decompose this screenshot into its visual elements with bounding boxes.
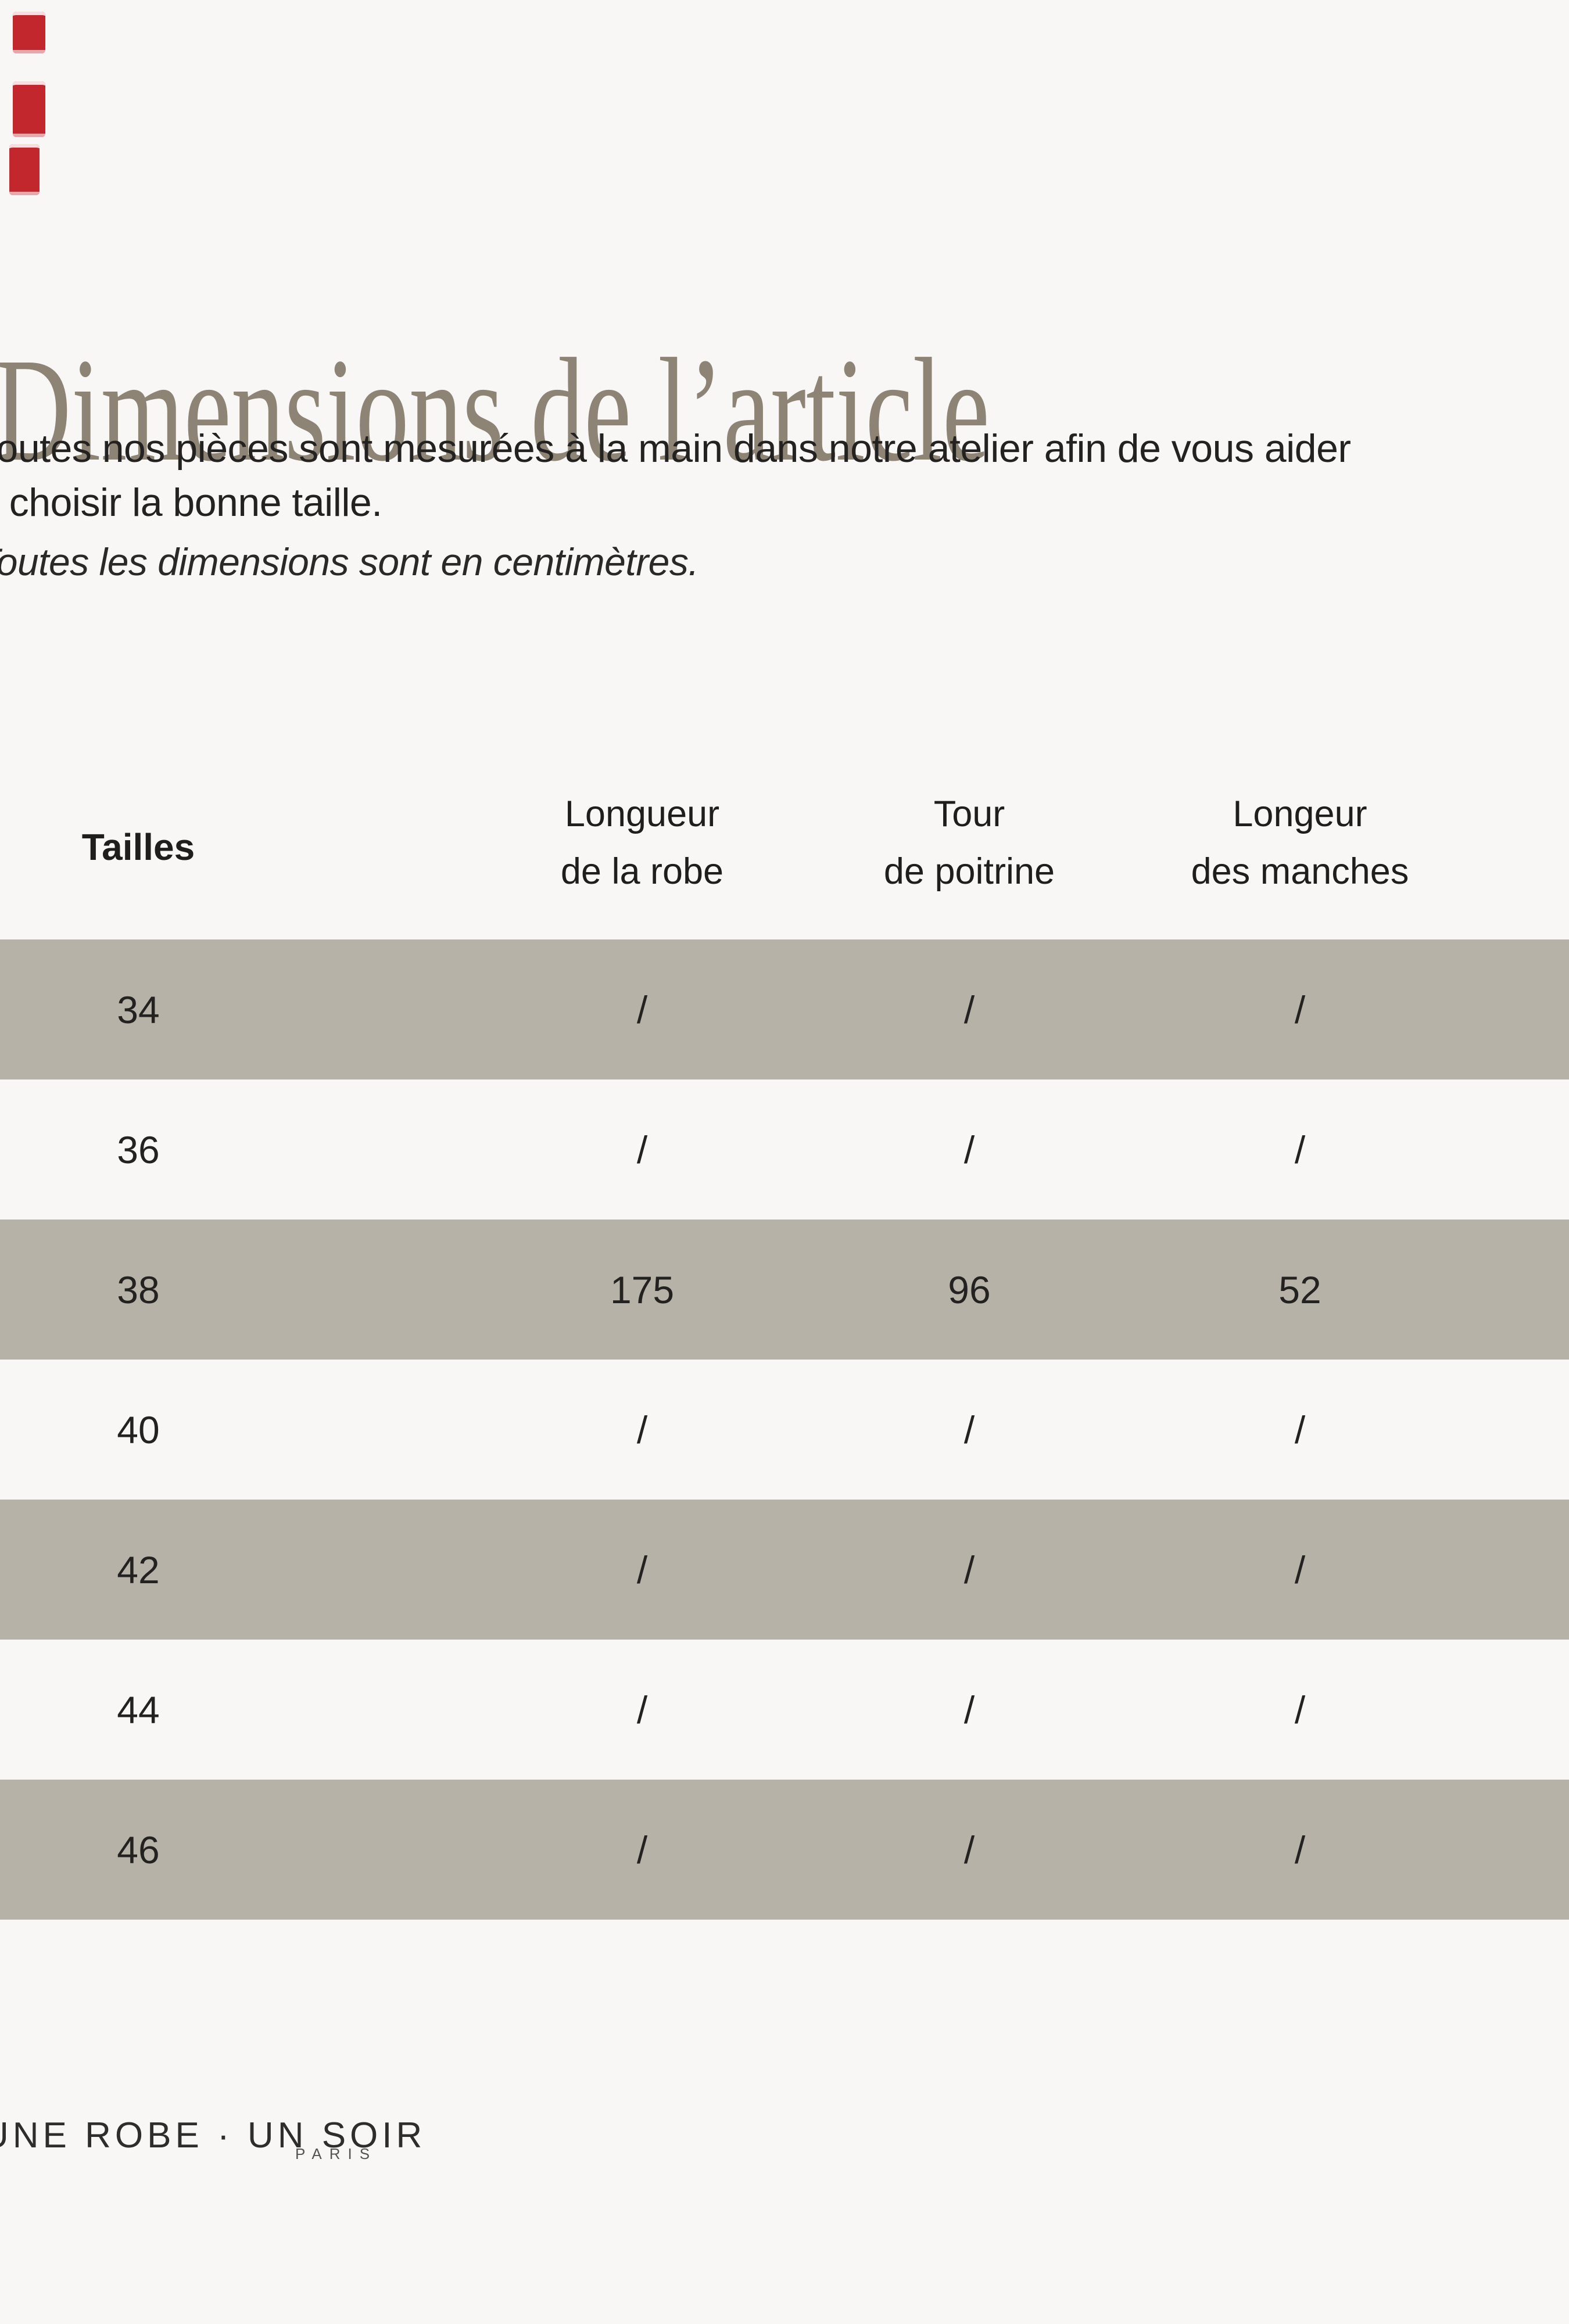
value-cell: / bbox=[1294, 1408, 1306, 1451]
table-row-36: 36 / / / bbox=[0, 1079, 1569, 1220]
table-row-46: 46 / / / bbox=[0, 1780, 1569, 1920]
value-cell: / bbox=[636, 1828, 648, 1871]
table-row-34: 34 / / / bbox=[0, 939, 1569, 1079]
value-cell: / bbox=[1294, 1688, 1306, 1731]
value-cell: / bbox=[636, 1548, 648, 1591]
value-cell: / bbox=[636, 1128, 648, 1171]
units-note: Toutes les dimensions sont en centimètre… bbox=[0, 540, 699, 583]
table-row-40: 40 / / / bbox=[0, 1360, 1569, 1500]
column-header-line: de la robe bbox=[560, 851, 724, 892]
value-cell: / bbox=[1294, 1828, 1306, 1871]
intro-paragraph: Toutes nos pièces sont mesurées à la mai… bbox=[0, 422, 1569, 530]
value-cell: / bbox=[636, 1688, 648, 1731]
brand-logo: UNE ROBE · UN SOIR bbox=[0, 2115, 427, 2156]
column-header-line: Tour bbox=[933, 794, 1005, 834]
value-cell: 175 bbox=[610, 1268, 675, 1311]
size-cell: 38 bbox=[117, 1268, 160, 1311]
column-header-tailles: Tailles bbox=[81, 826, 195, 868]
value-cell: / bbox=[1294, 1128, 1306, 1171]
value-cell: / bbox=[963, 1408, 975, 1451]
value-cell: / bbox=[636, 988, 648, 1031]
size-cell: 40 bbox=[117, 1408, 160, 1451]
column-header-line: Longeur bbox=[1233, 794, 1367, 834]
column-header-longueur-robe: Longueur de la robe bbox=[561, 786, 723, 901]
size-cell: 34 bbox=[117, 988, 160, 1031]
brand-city-label: PARIS bbox=[295, 2145, 378, 2162]
value-cell: / bbox=[963, 1128, 975, 1171]
red-corner-mark-icon bbox=[13, 81, 45, 137]
size-cell: 36 bbox=[117, 1128, 160, 1171]
table-row-38: 38 175 96 52 bbox=[0, 1220, 1569, 1360]
size-cell: 44 bbox=[117, 1688, 160, 1731]
size-cell: 42 bbox=[117, 1548, 160, 1591]
value-cell: 96 bbox=[948, 1268, 991, 1311]
table-row-42: 42 / / / bbox=[0, 1500, 1569, 1640]
intro-line-2: à choisir la bonne taille. bbox=[0, 480, 382, 525]
size-cell: 46 bbox=[117, 1828, 160, 1871]
value-cell: 52 bbox=[1278, 1268, 1321, 1311]
column-header-longeur-manches: Longeur des manches bbox=[1191, 786, 1409, 901]
value-cell: / bbox=[963, 1828, 975, 1871]
column-header-line: des manches bbox=[1191, 851, 1409, 892]
red-corner-mark-icon bbox=[9, 144, 40, 195]
page-title: Dimensions de l’article bbox=[0, 328, 990, 492]
value-cell: / bbox=[1294, 988, 1306, 1031]
value-cell: / bbox=[963, 1548, 975, 1591]
value-cell: / bbox=[636, 1408, 648, 1451]
value-cell: / bbox=[1294, 1548, 1306, 1591]
table-row-44: 44 / / / bbox=[0, 1640, 1569, 1780]
intro-line-1: Toutes nos pièces sont mesurées à la mai… bbox=[0, 426, 1351, 471]
value-cell: / bbox=[963, 988, 975, 1031]
column-header-line: Longueur bbox=[564, 794, 720, 834]
value-cell: / bbox=[963, 1688, 975, 1731]
red-corner-mark-icon bbox=[13, 12, 45, 53]
column-header-tour-poitrine: Tour de poitrine bbox=[884, 786, 1055, 901]
column-header-line: de poitrine bbox=[883, 851, 1055, 892]
